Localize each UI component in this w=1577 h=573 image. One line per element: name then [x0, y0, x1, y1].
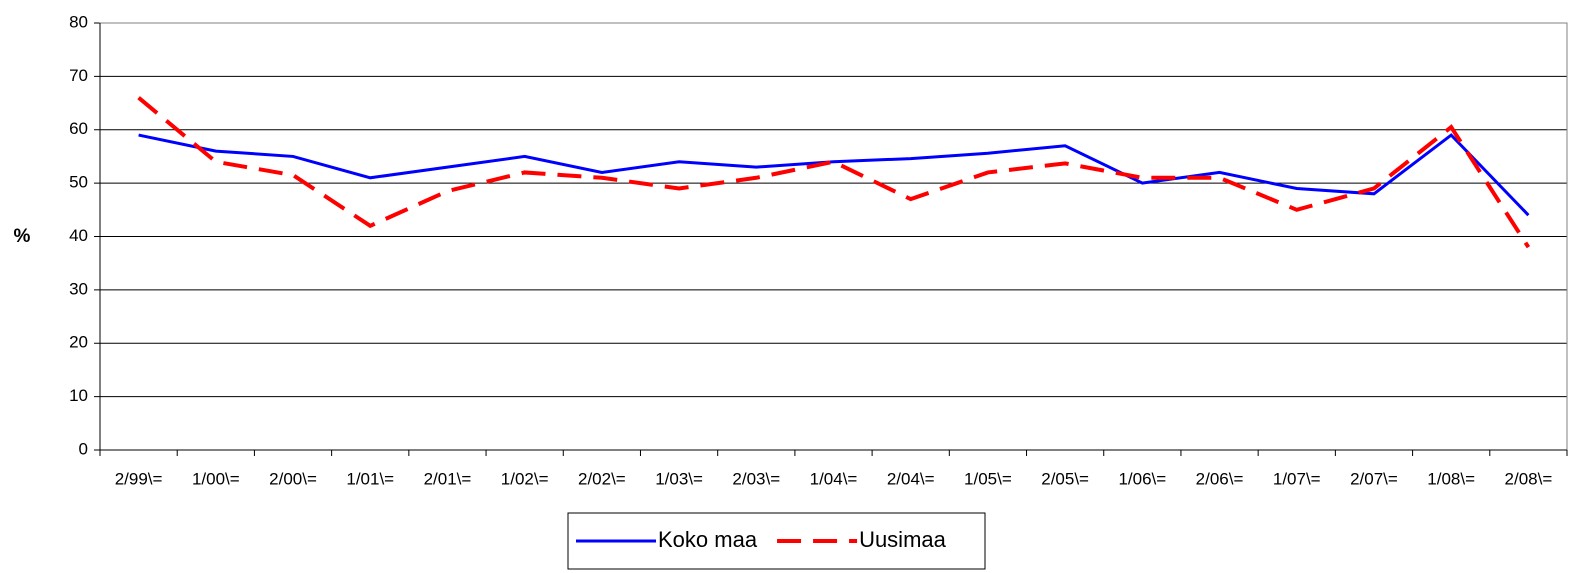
x-tick-label: 1/03\=: [655, 469, 703, 488]
y-tick-label: 40: [69, 226, 88, 245]
legend-label: Uusimaa: [859, 527, 947, 552]
y-tick-label: 50: [69, 173, 88, 192]
x-tick-label: 2/03\=: [732, 469, 780, 488]
x-tick-label: 2/01\=: [424, 469, 472, 488]
x-tick-label: 1/07\=: [1273, 469, 1321, 488]
y-tick-label: 80: [69, 12, 88, 31]
legend: Koko maa Uusimaa: [567, 512, 986, 570]
y-tick-label: 0: [79, 439, 88, 458]
line-series: [137, 96, 1531, 249]
x-tick-label: 2/07\=: [1350, 469, 1398, 488]
legend-label: Koko maa: [658, 527, 758, 552]
x-tick-label: 2/00\=: [269, 469, 317, 488]
x-tick-label: 1/01\=: [346, 469, 394, 488]
y-tick-label: 30: [69, 279, 88, 298]
y-axis-label: %: [14, 226, 31, 247]
y-tick-label: 20: [69, 333, 88, 352]
x-tick-label: 1/00\=: [192, 469, 240, 488]
y-tick-label: 60: [69, 119, 88, 138]
x-tick-label: 2/06\=: [1196, 469, 1244, 488]
line-series: [138, 133, 1530, 217]
x-tick-label: 1/06\=: [1118, 469, 1166, 488]
x-tick-label: 1/02\=: [501, 469, 549, 488]
x-tick-label: 1/05\=: [964, 469, 1012, 488]
x-tick-label: 1/08\=: [1427, 469, 1475, 488]
x-tick-label: 2/02\=: [578, 469, 626, 488]
x-tick-label: 2/05\=: [1041, 469, 1089, 488]
x-tick-label: 2/08\=: [1505, 469, 1553, 488]
y-tick-label: 10: [69, 386, 88, 405]
y-tick-label: 70: [69, 66, 88, 85]
x-tick-label: 2/04\=: [887, 469, 935, 488]
x-tick-label: 2/99\=: [115, 469, 163, 488]
x-tick-label: 1/04\=: [810, 469, 858, 488]
